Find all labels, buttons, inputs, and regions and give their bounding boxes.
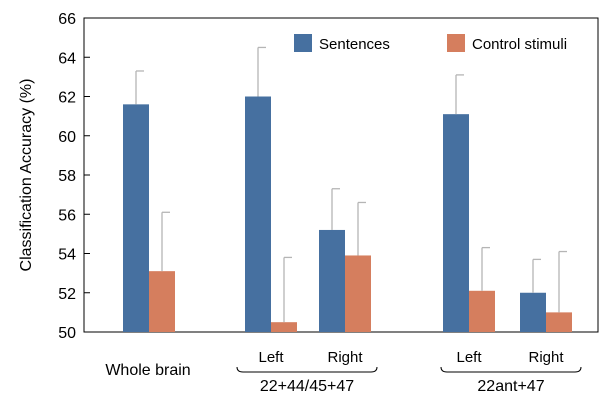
bar-sentences-2 — [319, 229, 345, 332]
bar-control-4 — [546, 312, 572, 332]
bar-control-0 — [149, 271, 175, 332]
group-label: Whole brain — [105, 362, 190, 379]
y-tick-label: 60 — [58, 129, 76, 146]
bars — [123, 46, 572, 332]
legend-swatch — [294, 34, 312, 52]
y-tick-label: 52 — [58, 286, 76, 303]
category-label: Left — [456, 349, 482, 366]
group-bracket — [440, 366, 582, 373]
y-tick-label: 64 — [58, 50, 76, 67]
x-axis-labels: Whole brain Left Right Left Right 22+44/45+47… — [105, 349, 582, 395]
y-tick-label: 62 — [58, 90, 76, 107]
y-axis-ticks: 50 52 54 56 58 60 62 64 66 — [58, 11, 90, 342]
bar-sentences-1 — [245, 96, 271, 332]
category-label: Left — [258, 349, 284, 366]
bar-sentences-0 — [123, 104, 149, 332]
bar-control-2 — [345, 255, 371, 332]
bar-control-3 — [469, 290, 495, 332]
legend: Sentences Control stimuli — [294, 34, 567, 53]
group-label: 22+44/45+47 — [260, 378, 354, 395]
bar-sentences-4 — [520, 292, 546, 332]
legend-label: Sentences — [319, 36, 390, 53]
category-label: Right — [528, 349, 564, 366]
y-tick-label: 50 — [58, 325, 76, 342]
bar-control-1 — [271, 322, 297, 332]
bar-sentences-3 — [443, 114, 469, 332]
y-tick-label: 66 — [58, 11, 76, 28]
category-label: Right — [327, 349, 363, 366]
y-axis-label: Classification Accuracy (%) — [18, 79, 35, 272]
group-label: 22ant+47 — [477, 378, 544, 395]
y-tick-label: 54 — [58, 247, 76, 264]
y-tick-label: 56 — [58, 207, 76, 224]
group-bracket — [236, 366, 378, 373]
y-tick-label: 58 — [58, 168, 76, 185]
legend-swatch — [447, 34, 465, 52]
legend-label: Control stimuli — [472, 36, 567, 53]
